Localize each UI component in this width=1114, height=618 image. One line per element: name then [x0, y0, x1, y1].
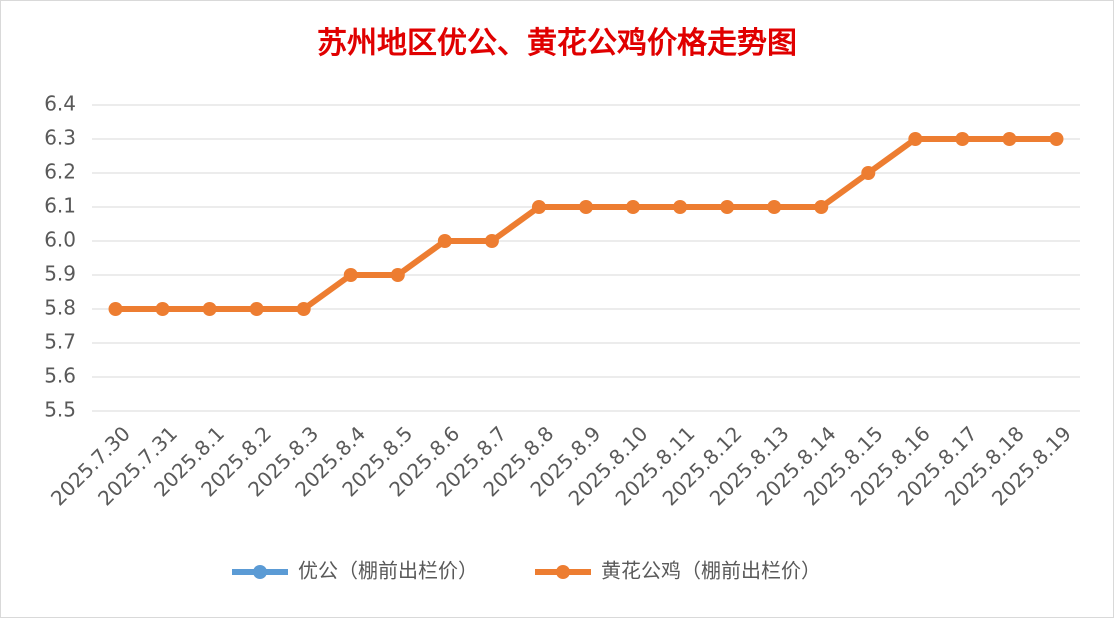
marker — [720, 200, 735, 214]
marker — [861, 166, 876, 180]
marker — [1002, 132, 1017, 146]
chart-title: 苏州地区优公、黄花公鸡价格走势图 — [317, 26, 797, 61]
marker — [908, 132, 923, 146]
marker — [626, 200, 641, 214]
marker — [155, 302, 170, 316]
y-tick-label: 5.8 — [44, 296, 76, 320]
marker — [437, 234, 452, 248]
y-tick-label: 5.7 — [44, 330, 76, 354]
y-tick-label: 6.0 — [44, 228, 76, 252]
marker — [296, 302, 311, 316]
marker — [767, 200, 782, 214]
y-tick-label: 6.1 — [44, 194, 76, 218]
marker — [108, 302, 123, 316]
marker — [1049, 132, 1064, 146]
y-tick-label: 5.5 — [44, 398, 76, 422]
marker — [484, 234, 499, 248]
marker — [814, 200, 829, 214]
marker — [579, 200, 593, 214]
marker — [202, 302, 217, 316]
marker — [390, 268, 405, 282]
marker — [531, 200, 546, 214]
y-tick-label: 5.9 — [44, 262, 76, 286]
legend-marker — [253, 565, 267, 579]
marker — [955, 132, 970, 146]
y-tick-label: 5.6 — [44, 364, 76, 388]
legend-label: 黄花公鸡（棚前出栏价） — [601, 559, 821, 583]
marker — [249, 302, 264, 316]
y-tick-label: 6.3 — [44, 126, 76, 150]
legend-marker — [556, 565, 570, 579]
y-tick-label: 6.4 — [44, 92, 76, 116]
y-tick-label: 6.2 — [44, 160, 76, 184]
legend-label: 优公（棚前出栏价） — [298, 559, 478, 583]
marker — [343, 268, 358, 282]
marker — [673, 200, 688, 214]
